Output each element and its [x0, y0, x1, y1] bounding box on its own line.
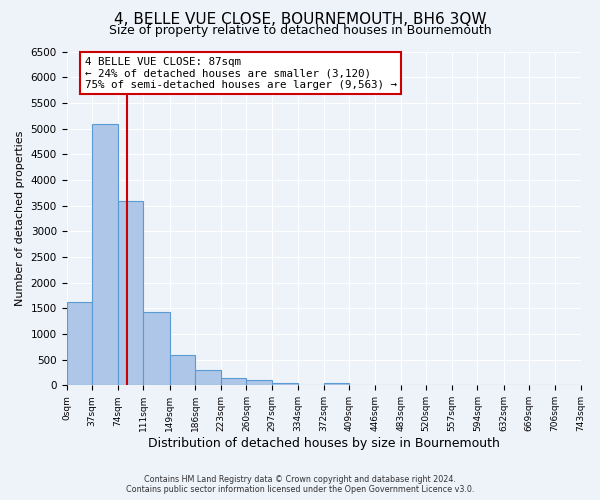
Bar — [247, 380, 272, 386]
Bar — [324, 383, 349, 386]
Bar — [170, 355, 195, 386]
Bar — [143, 312, 170, 386]
Bar — [118, 202, 143, 386]
Bar — [272, 383, 298, 386]
Text: 4, BELLE VUE CLOSE, BOURNEMOUTH, BH6 3QW: 4, BELLE VUE CLOSE, BOURNEMOUTH, BH6 3QW — [114, 12, 486, 28]
Bar — [221, 378, 247, 386]
Bar — [67, 302, 92, 386]
X-axis label: Distribution of detached houses by size in Bournemouth: Distribution of detached houses by size … — [148, 437, 499, 450]
Text: Size of property relative to detached houses in Bournemouth: Size of property relative to detached ho… — [109, 24, 491, 37]
Text: Contains HM Land Registry data © Crown copyright and database right 2024.
Contai: Contains HM Land Registry data © Crown c… — [126, 474, 474, 494]
Bar — [195, 370, 221, 386]
Text: 4 BELLE VUE CLOSE: 87sqm
← 24% of detached houses are smaller (3,120)
75% of sem: 4 BELLE VUE CLOSE: 87sqm ← 24% of detach… — [85, 56, 397, 90]
Y-axis label: Number of detached properties: Number of detached properties — [15, 130, 25, 306]
Bar — [92, 124, 118, 386]
